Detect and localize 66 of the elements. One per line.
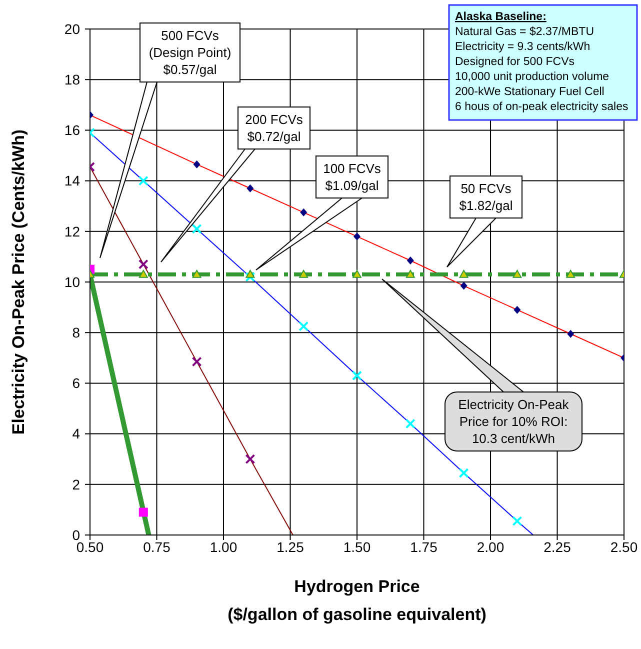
- y-tick-label: 12: [64, 223, 80, 240]
- callout-box: 50 FCVs $1.82/gal: [446, 176, 522, 268]
- point: [352, 270, 362, 278]
- point: [299, 270, 308, 278]
- annotation: 200 FCVs $0.72/gal: [245, 112, 304, 144]
- annotation: Electricity = 9.3 cents/kWh: [455, 41, 590, 53]
- point: [192, 224, 202, 234]
- point: [245, 272, 256, 282]
- point: [138, 259, 148, 270]
- annotation: Designed for 500 FCVs: [455, 56, 575, 68]
- callout-box: 200 FCVs $0.72/gal: [160, 106, 310, 262]
- annotation: 6 hous of on-peak electricity sales: [455, 101, 628, 113]
- point: [514, 306, 521, 314]
- point: [193, 160, 200, 168]
- x-tick-label: 1.75: [410, 538, 438, 555]
- x-tick-label: 2.25: [544, 538, 572, 555]
- point: [460, 282, 468, 290]
- annotation: 50 FCVs $1.82/gal: [459, 181, 513, 213]
- point: [458, 468, 469, 478]
- line-series: [90, 166, 294, 535]
- x-tick-label: 1.50: [343, 538, 371, 555]
- y-axis-title: Electricity On-Peak Price (Cents/kWh): [9, 129, 28, 435]
- point: [352, 370, 362, 381]
- annotation: 500 FCVs (Design Point) $0.57/gal: [148, 28, 232, 77]
- point: [406, 270, 415, 278]
- point: [406, 256, 414, 264]
- y-tick-label: 2: [72, 476, 80, 492]
- x-tick-label: 1.00: [210, 538, 238, 555]
- y-tick-label: 6: [72, 375, 80, 392]
- point: [298, 321, 309, 332]
- point: [512, 270, 522, 278]
- point: [566, 270, 576, 278]
- callout-box: 500 FCVs (Design Point) $0.57/gal: [100, 22, 240, 258]
- point: [567, 330, 574, 338]
- point: [354, 232, 360, 240]
- point: [138, 176, 148, 186]
- y-tick-label: 10: [64, 274, 80, 290]
- x-tick-label: 1.25: [276, 538, 304, 555]
- y-tick-label: 16: [64, 122, 80, 138]
- point: [300, 208, 308, 216]
- x-tick-label: 0.75: [143, 538, 171, 555]
- point: [246, 184, 254, 192]
- x-tick-label: 2.50: [610, 538, 638, 555]
- point: [246, 270, 255, 278]
- point: [192, 356, 202, 367]
- callout-box: Electricity On-Peak Price for 10% ROI: 10.3 cent/kWh: [382, 278, 582, 452]
- annotation: 200-kWe Stationary Fuel Cell: [455, 86, 604, 98]
- text: Alaska Baseline:: [455, 11, 546, 23]
- annotation: Natural Gas = $2.37/MBTU: [455, 26, 594, 38]
- point: [405, 418, 416, 429]
- annotation: 100 FCVs $1.09/gal: [323, 161, 382, 193]
- point: [192, 270, 202, 278]
- y-tick-label: 8: [72, 324, 80, 340]
- x-axis-title: Hydrogen Price ($/gallon of gasoline equivalent): [228, 577, 486, 624]
- point: [138, 270, 148, 278]
- point: [245, 454, 256, 464]
- x-tick-label: 2.00: [476, 538, 504, 555]
- annotation: 10,000 unit production volume: [455, 71, 610, 83]
- y-tick-label: 14: [64, 172, 80, 189]
- point: [459, 270, 468, 278]
- y-tick-label: 4: [72, 426, 80, 442]
- annotation: Electricity On-Peak Price for 10% ROI: 10.3 cent/kWh: [458, 397, 570, 446]
- y-tick-label: 20: [64, 20, 80, 37]
- y-tick-label: 0: [72, 526, 80, 543]
- point: [512, 516, 522, 526]
- y-tick-label: 18: [64, 72, 80, 88]
